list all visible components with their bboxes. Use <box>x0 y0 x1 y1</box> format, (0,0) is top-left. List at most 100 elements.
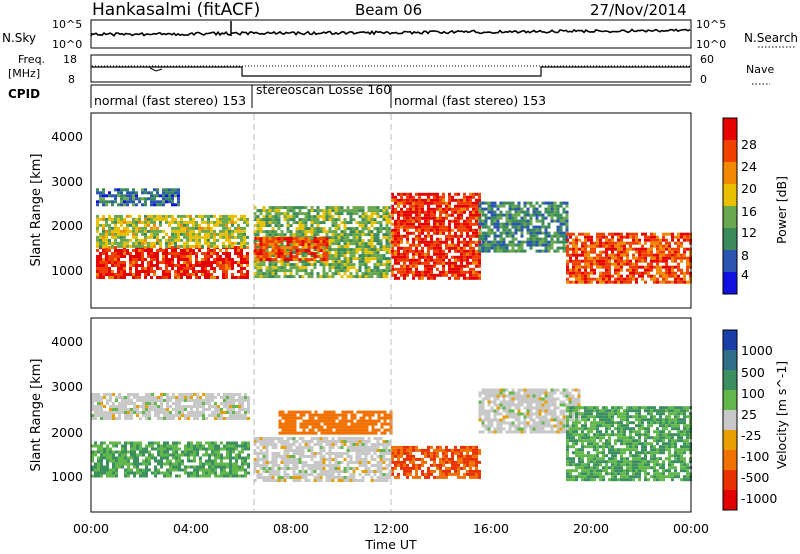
power-cell <box>234 252 237 255</box>
power-cell <box>105 229 108 233</box>
power-cell <box>274 269 278 273</box>
power-cell <box>364 257 368 261</box>
velocity-cell <box>238 399 241 402</box>
power-cell <box>412 210 415 214</box>
power-cell <box>596 262 599 266</box>
power-cell <box>99 235 102 239</box>
velocity-cell <box>235 441 238 445</box>
power-cell <box>662 232 665 236</box>
velocity-cell <box>277 476 281 479</box>
nave-label: Nave <box>746 63 774 76</box>
power-cell <box>177 258 180 261</box>
power-cell <box>457 258 460 262</box>
power-cell <box>108 194 111 198</box>
velocity-cell <box>310 437 314 440</box>
velocity-cell <box>349 473 353 476</box>
power-cell <box>117 235 120 239</box>
velocity-cell <box>232 447 235 451</box>
velocity-cell <box>187 474 190 478</box>
power-cell <box>457 210 460 214</box>
velocity-cell <box>97 444 100 448</box>
power-cell <box>120 214 123 218</box>
power-cell <box>135 267 138 270</box>
power-cell <box>253 260 257 264</box>
power-cell <box>141 241 144 245</box>
power-cell <box>337 218 341 222</box>
power-cell <box>246 246 249 249</box>
velocity-cell <box>328 473 332 476</box>
velocity-cell <box>346 452 350 455</box>
velocity-cell <box>91 408 94 411</box>
velocity-cell <box>142 396 145 399</box>
power-cell <box>268 255 272 259</box>
velocity-cell <box>214 474 217 478</box>
power-cell <box>448 249 451 253</box>
power-cell <box>334 230 338 234</box>
power-cell <box>602 280 605 284</box>
power-cell <box>201 235 204 239</box>
power-cell <box>454 246 457 250</box>
power-cell <box>201 267 204 270</box>
power-cell <box>617 268 620 272</box>
velocity-cell <box>106 450 109 454</box>
power-cell <box>394 219 397 223</box>
power-cell <box>204 220 207 224</box>
velocity-cell <box>196 411 199 414</box>
power-cell <box>541 225 545 229</box>
power-cell <box>102 273 105 276</box>
power-cell <box>246 261 249 264</box>
power-cell <box>144 246 147 249</box>
velocity-cell <box>139 462 142 466</box>
velocity-cell <box>247 444 250 448</box>
velocity-cell <box>277 440 281 443</box>
power-cell <box>132 276 135 279</box>
velocity-cell <box>187 441 190 445</box>
power-cell <box>129 273 132 276</box>
velocity-cell <box>160 444 163 448</box>
power-cell <box>460 270 463 274</box>
power-cell <box>487 240 491 244</box>
power-cell <box>487 243 491 247</box>
power-cell <box>280 230 284 234</box>
velocity-cell <box>271 452 275 455</box>
power-cell <box>469 276 472 280</box>
power-cell <box>412 219 415 223</box>
power-cell <box>225 217 228 221</box>
power-cell <box>460 240 463 244</box>
power-cell <box>292 240 296 244</box>
power-cell <box>325 218 329 222</box>
velocity-cell <box>169 411 172 414</box>
power-cell <box>162 203 165 207</box>
power-cell <box>463 195 466 199</box>
velocity-cell <box>289 449 293 452</box>
power-cell <box>328 215 332 219</box>
power-cell <box>635 232 638 236</box>
power-cell <box>526 237 530 241</box>
velocity-cell <box>226 474 229 478</box>
velocity-cell <box>124 417 127 420</box>
velocity-cell <box>211 411 214 414</box>
velocity-cell <box>361 461 365 464</box>
power-cell <box>650 250 653 254</box>
power-cell <box>526 225 530 229</box>
power-cell <box>671 265 674 269</box>
velocity-cell <box>352 476 356 479</box>
velocity-cell <box>337 452 341 455</box>
velocity-cell <box>226 411 229 414</box>
power-cell <box>496 234 500 238</box>
power-cell <box>216 252 219 255</box>
power-cell <box>256 233 260 237</box>
power-cell <box>301 263 305 267</box>
power-cell <box>632 277 635 281</box>
power-cell <box>301 257 305 261</box>
power-cell <box>403 234 406 238</box>
power-cell <box>171 246 174 249</box>
power-cell <box>219 258 222 261</box>
power-cell <box>523 201 527 205</box>
power-cell <box>159 203 162 207</box>
power-cell <box>286 224 290 228</box>
velocity-cell <box>121 456 124 460</box>
power-cell <box>207 276 210 279</box>
power-cell <box>304 237 308 241</box>
power-cell <box>171 214 174 218</box>
